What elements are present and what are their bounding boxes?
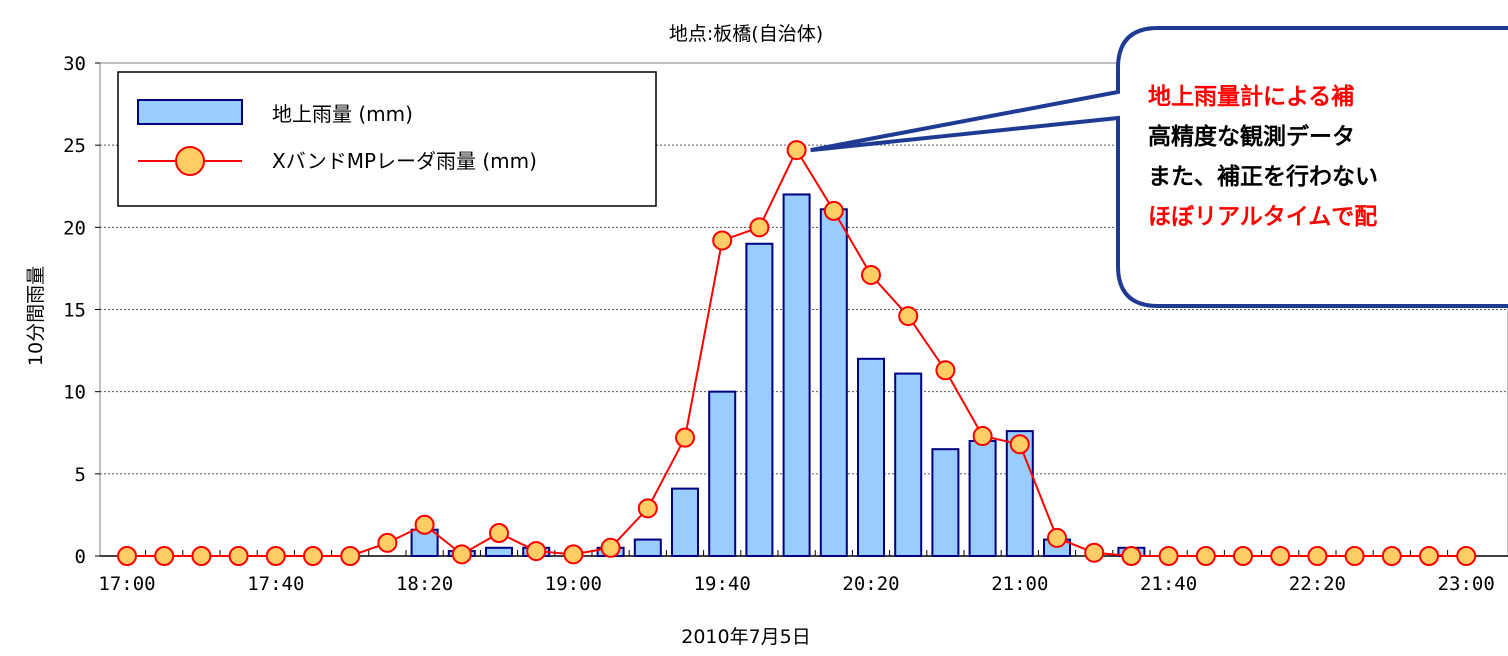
- radar-point: [154, 546, 175, 566]
- x-tick-label: 17:00: [98, 573, 155, 595]
- radar-point: [1084, 542, 1105, 563]
- y-tick-label: 10: [63, 382, 86, 404]
- bar: [819, 208, 848, 558]
- x-tick-label: 18:20: [396, 573, 453, 595]
- radar-point: [861, 264, 881, 285]
- chart-title: 地点:板橋(自治体): [669, 23, 823, 45]
- radar-point: [526, 541, 547, 562]
- radar-point: [1270, 546, 1291, 566]
- bar: [708, 390, 737, 557]
- legend-box: [117, 71, 657, 207]
- radar-point: [823, 200, 844, 221]
- y-tick-label: 5: [75, 464, 86, 486]
- legend-line-label: XバンドMPレーダ雨量 (mm): [272, 149, 537, 173]
- x-tick-label: 19:40: [694, 573, 751, 595]
- radar-point: [1419, 546, 1439, 566]
- legend-marker-swatch: [175, 146, 205, 176]
- radar-point: [303, 546, 323, 566]
- callout-line-1: 地上雨量計による補: [1148, 83, 1354, 110]
- callout-line-4: ほぼリアルタイムで配: [1148, 204, 1377, 230]
- bar: [968, 439, 997, 558]
- y-tick-label: 20: [63, 217, 86, 239]
- y-tick-label: 0: [75, 546, 86, 568]
- radar-point: [489, 522, 509, 543]
- bar: [671, 487, 699, 557]
- y-tick-label: 30: [63, 53, 86, 75]
- radar-point: [1195, 546, 1216, 566]
- radar-point: [1344, 546, 1365, 566]
- radar-point: [1456, 546, 1477, 566]
- bar: [931, 448, 960, 557]
- plot-area: 0 5 10 15 20 25 30 17:00 17:40 18:20 19:00 19:40 20:…: [63, 53, 1508, 595]
- radar-point: [340, 546, 361, 566]
- radar-point: [935, 360, 956, 381]
- x-axis-label: 2010年7月5日: [681, 626, 811, 648]
- bar: [857, 357, 885, 557]
- radar-point: [1307, 546, 1328, 566]
- radar-point: [637, 498, 658, 519]
- radar-point: [898, 306, 919, 327]
- y-axis-label: 10分間雨量: [25, 266, 47, 366]
- bar: [1005, 430, 1034, 557]
- legend-bar-label: 地上雨量 (mm): [272, 102, 413, 126]
- bar: [782, 193, 811, 557]
- y-tick-label: 25: [63, 135, 86, 157]
- x-tick-label: 19:00: [545, 573, 602, 595]
- x-tick-label: 23:00: [1438, 573, 1495, 595]
- radar-point: [414, 514, 435, 535]
- radar-point: [749, 217, 770, 238]
- radar-point: [563, 544, 584, 565]
- x-tick-label: 21:00: [991, 573, 1048, 595]
- radar-point: [451, 544, 472, 565]
- radar-point: [265, 546, 286, 566]
- x-tick-label: 17:40: [247, 573, 304, 595]
- bar: [633, 538, 662, 557]
- radar-point: [117, 546, 137, 566]
- radar-point: [1381, 546, 1402, 566]
- bar: [485, 546, 513, 557]
- radar-point: [600, 537, 621, 558]
- radar-point: [675, 427, 695, 448]
- callout-line-3: また、補正を行わない: [1148, 163, 1378, 190]
- callout-line-2: 高精度な観測データ: [1148, 123, 1355, 150]
- radar-point: [1009, 434, 1030, 455]
- x-tick-label: 22:20: [1289, 573, 1346, 595]
- callout: 地上雨量計による補 高精度な観測データ また、補正を行わない ほぼリアルタイムで…: [810, 26, 1508, 308]
- radar-point: [1158, 546, 1179, 566]
- legend-bar-swatch: [137, 99, 243, 125]
- radar-point: [1233, 546, 1253, 566]
- x-tick-label: 21:40: [1140, 573, 1197, 595]
- radar-point: [228, 546, 249, 566]
- bar: [894, 372, 923, 557]
- x-tick-label: 20:20: [842, 573, 899, 595]
- radar-point: [191, 546, 212, 566]
- radar-point: [1047, 527, 1067, 548]
- radar-point: [1121, 546, 1142, 566]
- y-tick-label: 15: [63, 300, 86, 322]
- radar-point: [972, 426, 993, 447]
- bar: [745, 242, 774, 557]
- radar-point: [786, 140, 807, 161]
- legend: 地上雨量 (mm) XバンドMPレーダ雨量 (mm): [117, 71, 657, 207]
- radar-point: [712, 230, 733, 251]
- radar-point: [377, 532, 398, 553]
- callout-bubble: [810, 26, 1508, 308]
